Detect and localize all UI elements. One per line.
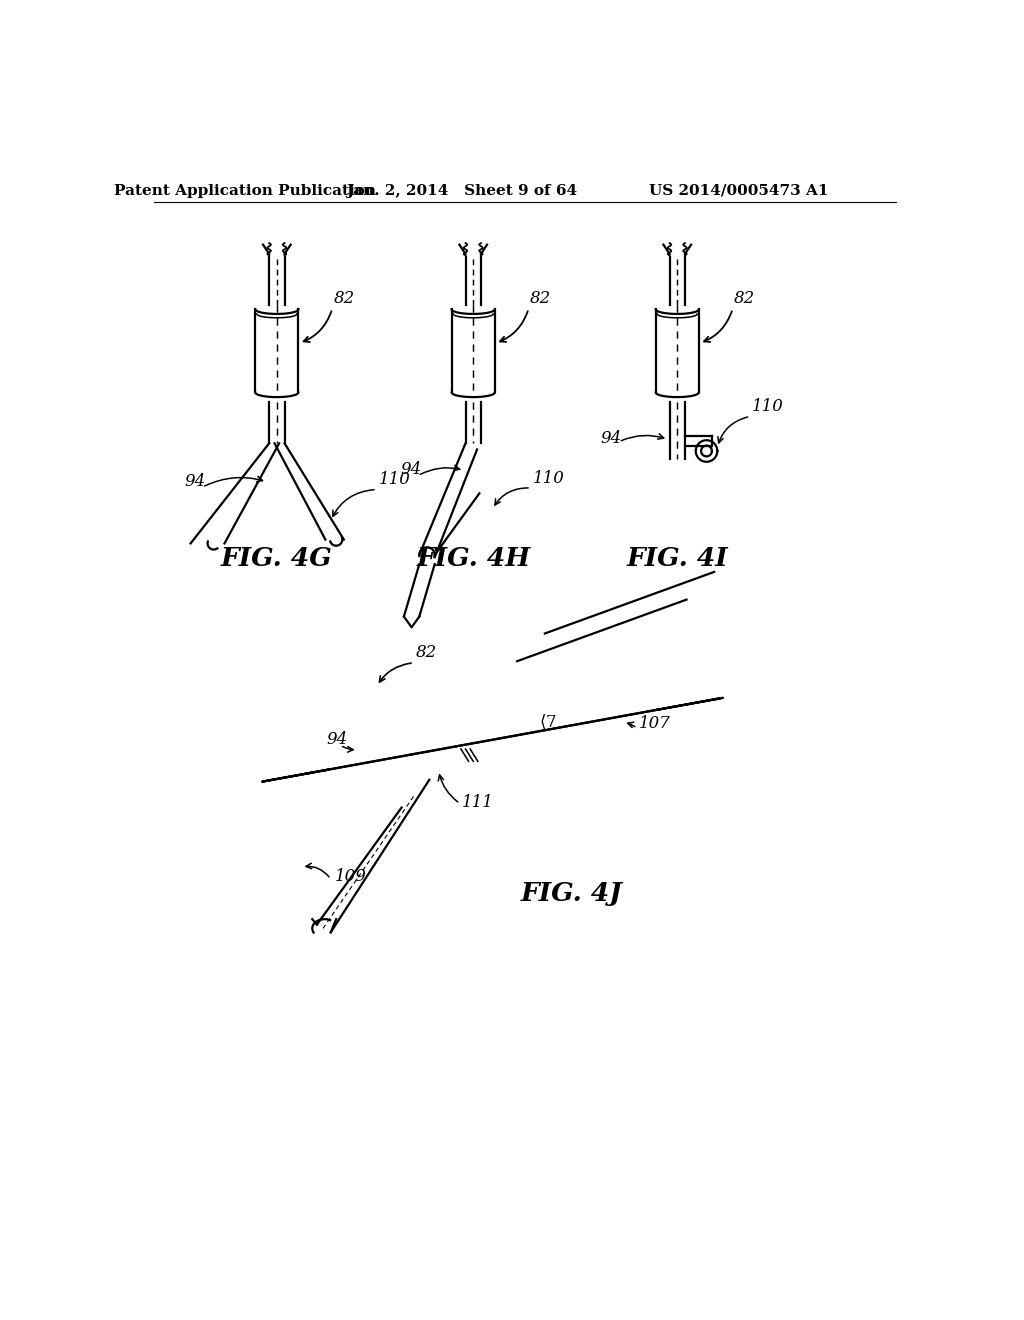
Text: 107: 107 — [639, 715, 671, 733]
Text: 110: 110 — [752, 397, 783, 414]
Text: FIG. 4H: FIG. 4H — [416, 546, 530, 572]
Text: 94: 94 — [400, 461, 421, 478]
Text: 94: 94 — [327, 730, 348, 747]
Text: $\langle$7: $\langle$7 — [539, 713, 556, 731]
Text: 82: 82 — [416, 644, 436, 661]
Text: 110: 110 — [379, 471, 411, 488]
Text: 82: 82 — [334, 290, 355, 308]
Text: Patent Application Publication: Patent Application Publication — [114, 183, 376, 198]
Text: 109: 109 — [335, 867, 367, 884]
Text: FIG. 4I: FIG. 4I — [627, 546, 728, 572]
Text: 94: 94 — [600, 430, 622, 447]
Text: 94: 94 — [184, 473, 206, 490]
Text: 82: 82 — [734, 290, 756, 308]
Text: FIG. 4J: FIG. 4J — [520, 882, 622, 907]
Text: Jan. 2, 2014   Sheet 9 of 64: Jan. 2, 2014 Sheet 9 of 64 — [346, 183, 578, 198]
Text: US 2014/0005473 A1: US 2014/0005473 A1 — [649, 183, 828, 198]
Text: 110: 110 — [532, 470, 564, 487]
Text: 82: 82 — [530, 290, 552, 308]
Text: 111: 111 — [462, 793, 494, 810]
Text: FIG. 4G: FIG. 4G — [221, 546, 333, 572]
